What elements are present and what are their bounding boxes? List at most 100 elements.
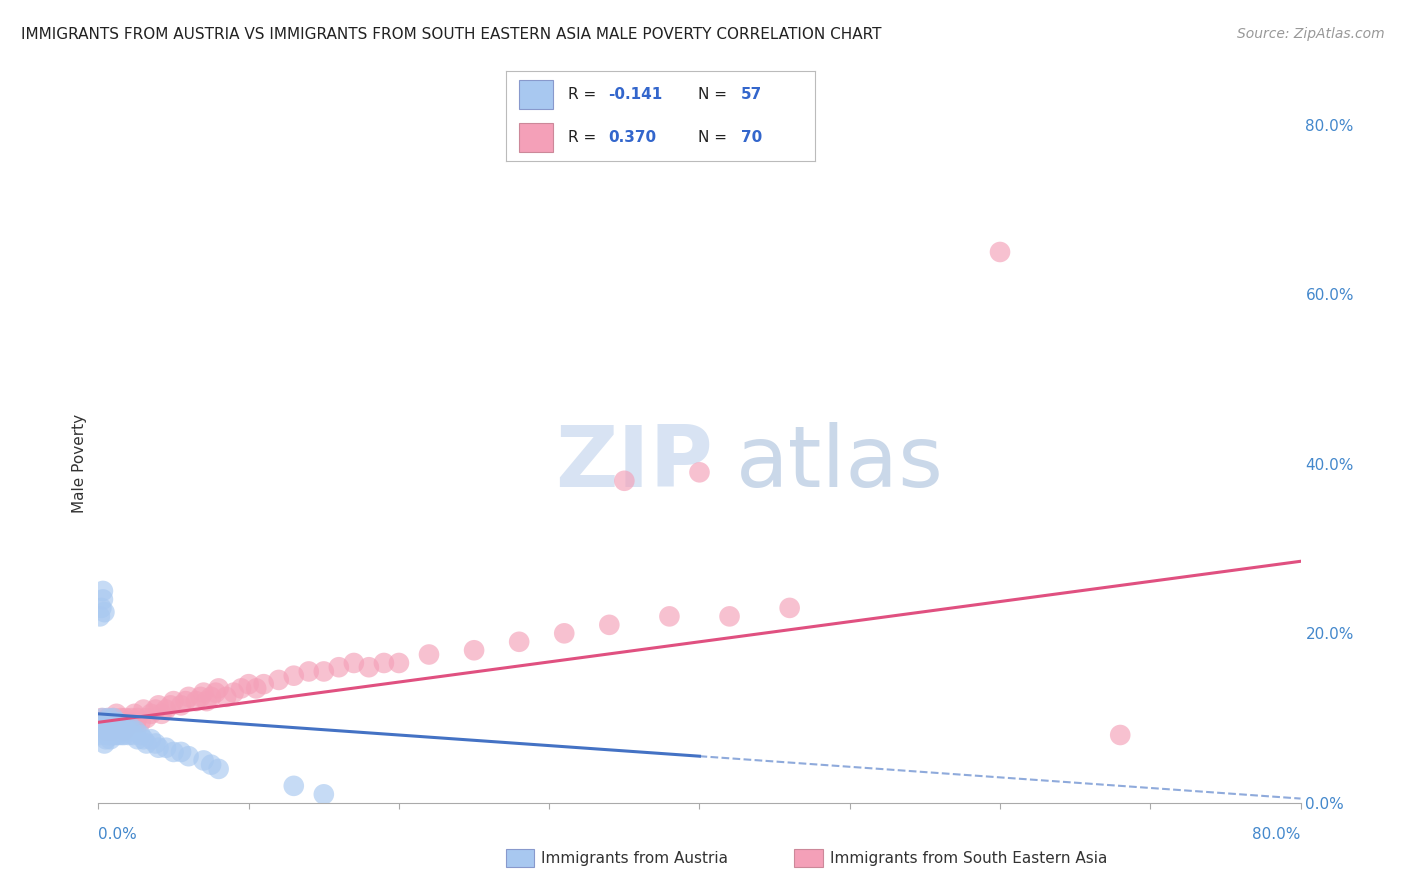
Point: [388, 656, 411, 670]
Point: [121, 711, 143, 725]
Point: [357, 660, 380, 674]
Point: [110, 728, 132, 742]
Text: IMMIGRANTS FROM AUSTRIA VS IMMIGRANTS FROM SOUTH EASTERN ASIA MALE POVERTY CORRE: IMMIGRANTS FROM AUSTRIA VS IMMIGRANTS FR…: [21, 27, 882, 42]
Point: [204, 685, 226, 699]
Point: [1109, 728, 1132, 742]
Point: [328, 660, 350, 674]
Point: [508, 635, 530, 649]
Point: [90, 728, 112, 742]
Point: [91, 584, 114, 599]
Point: [101, 719, 124, 733]
Point: [112, 723, 135, 738]
Point: [101, 728, 124, 742]
Point: [114, 711, 136, 725]
Point: [103, 723, 125, 738]
Text: Immigrants from South Eastern Asia: Immigrants from South Eastern Asia: [830, 851, 1107, 865]
Point: [170, 698, 193, 713]
Point: [100, 732, 122, 747]
Point: [112, 728, 135, 742]
Text: atlas: atlas: [735, 422, 943, 506]
Point: [988, 244, 1011, 259]
Point: [195, 694, 218, 708]
Point: [245, 681, 267, 696]
Point: [298, 665, 321, 679]
Point: [283, 779, 305, 793]
Point: [104, 719, 127, 733]
Text: N =: N =: [697, 130, 731, 145]
Point: [145, 737, 167, 751]
Point: [110, 719, 132, 733]
Point: [139, 732, 162, 747]
Point: [238, 677, 260, 691]
Point: [121, 723, 143, 738]
Point: [613, 474, 636, 488]
Point: [598, 618, 620, 632]
Point: [114, 719, 136, 733]
Point: [103, 711, 125, 725]
Point: [208, 681, 231, 696]
Point: [418, 648, 440, 662]
Point: [312, 788, 335, 801]
Point: [105, 723, 128, 738]
Point: [93, 715, 115, 730]
Point: [118, 719, 141, 733]
Point: [208, 762, 231, 776]
Text: 57: 57: [741, 87, 762, 102]
Point: [139, 706, 162, 721]
Point: [718, 609, 741, 624]
Point: [115, 723, 138, 738]
Text: R =: R =: [568, 87, 602, 102]
Point: [91, 719, 114, 733]
Point: [104, 728, 127, 742]
Text: 0.370: 0.370: [609, 130, 657, 145]
Point: [155, 703, 177, 717]
Point: [553, 626, 575, 640]
Point: [108, 719, 131, 733]
Point: [122, 728, 145, 742]
Point: [117, 728, 139, 742]
Point: [115, 719, 138, 733]
Point: [312, 665, 335, 679]
Point: [94, 715, 117, 730]
Point: [200, 757, 222, 772]
Point: [150, 706, 173, 721]
Point: [177, 749, 200, 764]
Point: [117, 715, 139, 730]
Point: [89, 609, 111, 624]
Point: [689, 466, 711, 480]
Point: [779, 601, 801, 615]
Point: [148, 698, 170, 713]
Point: [91, 719, 114, 733]
Point: [94, 723, 117, 738]
Point: [145, 703, 167, 717]
Point: [105, 715, 128, 730]
Point: [107, 715, 129, 730]
Point: [159, 698, 181, 713]
Point: [174, 694, 197, 708]
Point: [127, 732, 149, 747]
Point: [97, 711, 120, 725]
Point: [125, 715, 148, 730]
Text: 0.0%: 0.0%: [98, 827, 138, 841]
Point: [96, 711, 118, 725]
Point: [93, 737, 115, 751]
Text: N =: N =: [697, 87, 731, 102]
Point: [170, 745, 193, 759]
Point: [373, 656, 395, 670]
Point: [111, 723, 134, 738]
Point: [107, 728, 129, 742]
Y-axis label: Male Poverty: Male Poverty: [72, 414, 87, 514]
Point: [93, 723, 115, 738]
Point: [91, 711, 114, 725]
Point: [193, 753, 215, 767]
Text: R =: R =: [568, 130, 602, 145]
Point: [132, 732, 155, 747]
Text: -0.141: -0.141: [609, 87, 662, 102]
Point: [91, 592, 114, 607]
Point: [105, 706, 128, 721]
Point: [267, 673, 290, 687]
Point: [103, 711, 125, 725]
Point: [100, 715, 122, 730]
Point: [215, 690, 238, 704]
Point: [96, 715, 118, 730]
